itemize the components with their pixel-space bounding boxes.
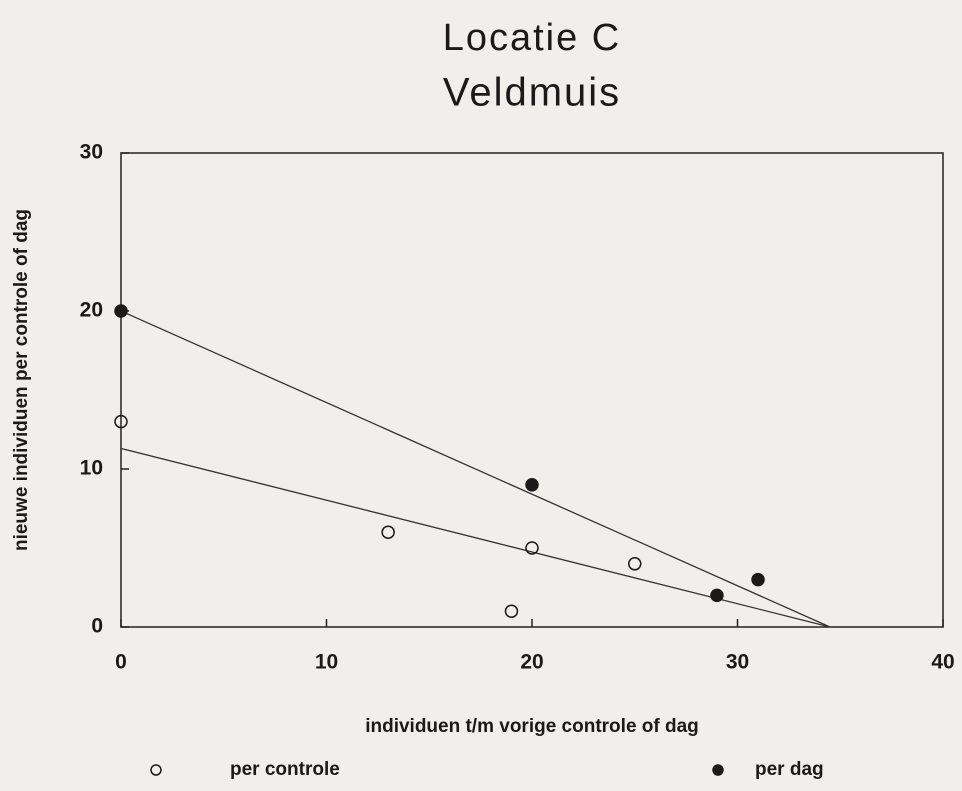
- x-tick-label: 40: [931, 651, 954, 674]
- y-tick-label: 10: [80, 457, 103, 480]
- point: [710, 588, 724, 603]
- chart-subtitle: Veldmuis: [443, 71, 621, 115]
- point: [114, 304, 128, 318]
- x-tick-label: 30: [726, 651, 749, 674]
- point: [751, 572, 765, 587]
- x-tick-label: 10: [315, 651, 338, 674]
- point: [525, 478, 539, 492]
- chart-title: Locatie C: [443, 17, 622, 59]
- trend-line: [120, 310, 831, 628]
- legend-label: per dag: [755, 759, 824, 780]
- point: [381, 525, 395, 539]
- point: [628, 557, 642, 571]
- point: [114, 414, 128, 429]
- x-tick-label: 0: [115, 651, 127, 674]
- point: [504, 604, 519, 618]
- x-axis-label: individuen t/m vorige controle of dag: [365, 716, 699, 737]
- point: [525, 541, 539, 555]
- x-tick-label: 20: [520, 651, 543, 674]
- legend-marker: [150, 764, 162, 776]
- y-tick-label: 0: [91, 615, 103, 638]
- legend-marker: [712, 764, 724, 776]
- y-tick-label: 30: [80, 141, 103, 164]
- y-axis-label: nieuwe individuen per controle of dag: [11, 209, 32, 551]
- legend-label: per controle: [230, 759, 340, 780]
- y-tick-label: 20: [80, 299, 103, 322]
